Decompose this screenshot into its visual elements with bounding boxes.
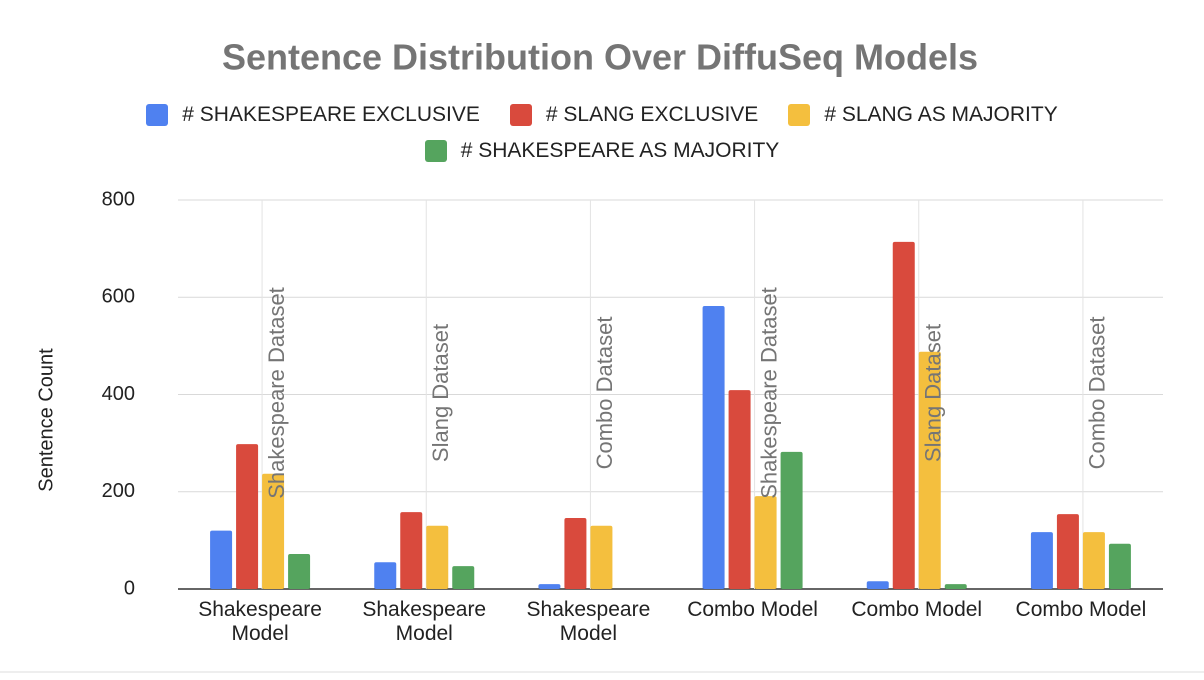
y-tick-label: 600	[102, 286, 135, 308]
bar	[1056, 514, 1079, 589]
bar	[262, 473, 285, 589]
bar	[918, 351, 941, 589]
annotation: Slang Dataset	[921, 324, 946, 462]
annotation: Combo Dataset	[592, 317, 617, 470]
legend-swatch	[788, 104, 811, 126]
y-axis-title: Sentence Count	[35, 348, 57, 492]
x-tick-label: Shakespeare Model	[362, 598, 487, 645]
bar	[426, 525, 449, 589]
legend-swatch	[509, 104, 532, 126]
bar	[1030, 532, 1053, 589]
bar	[892, 241, 915, 589]
y-tick-label: 400	[102, 383, 135, 405]
legend-label: # SHAKESPEARE EXCLUSIVE	[182, 103, 480, 126]
x-tick-label: Shakespeare Model	[198, 598, 322, 645]
chart-title: Sentence Distribution Over DiffuSeq Mode…	[222, 37, 978, 78]
annotation: Slang Dataset	[428, 324, 453, 462]
legend-swatch	[424, 140, 447, 162]
x-tick-label: Shakespeare Model	[526, 598, 651, 645]
bar	[452, 566, 475, 589]
legend-label: # SHAKESPEARE AS MAJORITY	[460, 139, 780, 162]
bar	[866, 581, 889, 589]
legend-swatch	[146, 104, 169, 126]
x-tick-label: Combo Model	[687, 598, 818, 621]
bar	[944, 584, 967, 589]
legend-item: # SHAKESPEARE EXCLUSIVE	[146, 100, 480, 130]
bar	[400, 512, 423, 589]
annotation: Shakespeare Dataset	[264, 287, 289, 499]
bar	[1108, 543, 1131, 589]
bar	[564, 518, 587, 589]
bar	[728, 390, 751, 589]
legend-item: # SLANG EXCLUSIVE	[509, 100, 759, 130]
y-tick-label: 800	[102, 188, 135, 210]
legend: # SHAKESPEARE EXCLUSIVE # SLANG EXCLUSIVE…	[52, 100, 1152, 166]
bar	[374, 562, 397, 589]
annotation: Combo Dataset	[1085, 317, 1110, 470]
bar	[288, 553, 311, 589]
y-tick-label: 0	[124, 577, 135, 599]
bar	[702, 306, 725, 589]
bar	[1082, 532, 1105, 589]
bar	[538, 584, 561, 589]
bar	[780, 451, 803, 589]
y-tick-label: 200	[102, 480, 135, 502]
x-tick-label: Combo Model	[1015, 598, 1147, 621]
bar	[754, 496, 777, 589]
legend-item: # SLANG AS MAJORITY	[788, 100, 1058, 130]
annotation: Shakespeare Dataset	[756, 287, 781, 499]
legend-label: # SLANG EXCLUSIVE	[545, 103, 759, 126]
x-tick-label: Combo Model	[851, 598, 983, 621]
legend-item: # SHAKESPEARE AS MAJORITY	[424, 136, 780, 166]
bar	[210, 530, 233, 589]
bar	[590, 525, 613, 589]
bar	[236, 444, 259, 589]
legend-label: # SLANG AS MAJORITY	[824, 103, 1058, 126]
